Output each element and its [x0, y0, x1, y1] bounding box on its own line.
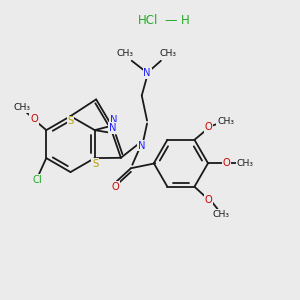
Text: CH₃: CH₃: [237, 159, 254, 168]
Text: CH₃: CH₃: [13, 103, 30, 112]
Text: N: N: [138, 141, 146, 151]
Text: N: N: [109, 123, 117, 133]
Text: CH₃: CH₃: [217, 117, 234, 126]
Text: O: O: [222, 158, 230, 168]
Text: Cl: Cl: [33, 175, 42, 184]
Text: S: S: [92, 159, 98, 169]
Text: S: S: [68, 116, 74, 126]
Text: N: N: [110, 116, 117, 125]
Text: H: H: [181, 14, 190, 27]
Text: CH₃: CH₃: [116, 49, 134, 58]
Text: O: O: [205, 195, 212, 205]
Text: N: N: [143, 68, 151, 78]
Text: —: —: [164, 14, 177, 27]
Text: CH₃: CH₃: [213, 210, 230, 219]
Text: CH₃: CH₃: [159, 49, 176, 58]
Text: O: O: [30, 114, 38, 124]
Text: O: O: [205, 122, 212, 132]
Text: O: O: [112, 182, 119, 192]
Text: HCl: HCl: [138, 14, 159, 27]
